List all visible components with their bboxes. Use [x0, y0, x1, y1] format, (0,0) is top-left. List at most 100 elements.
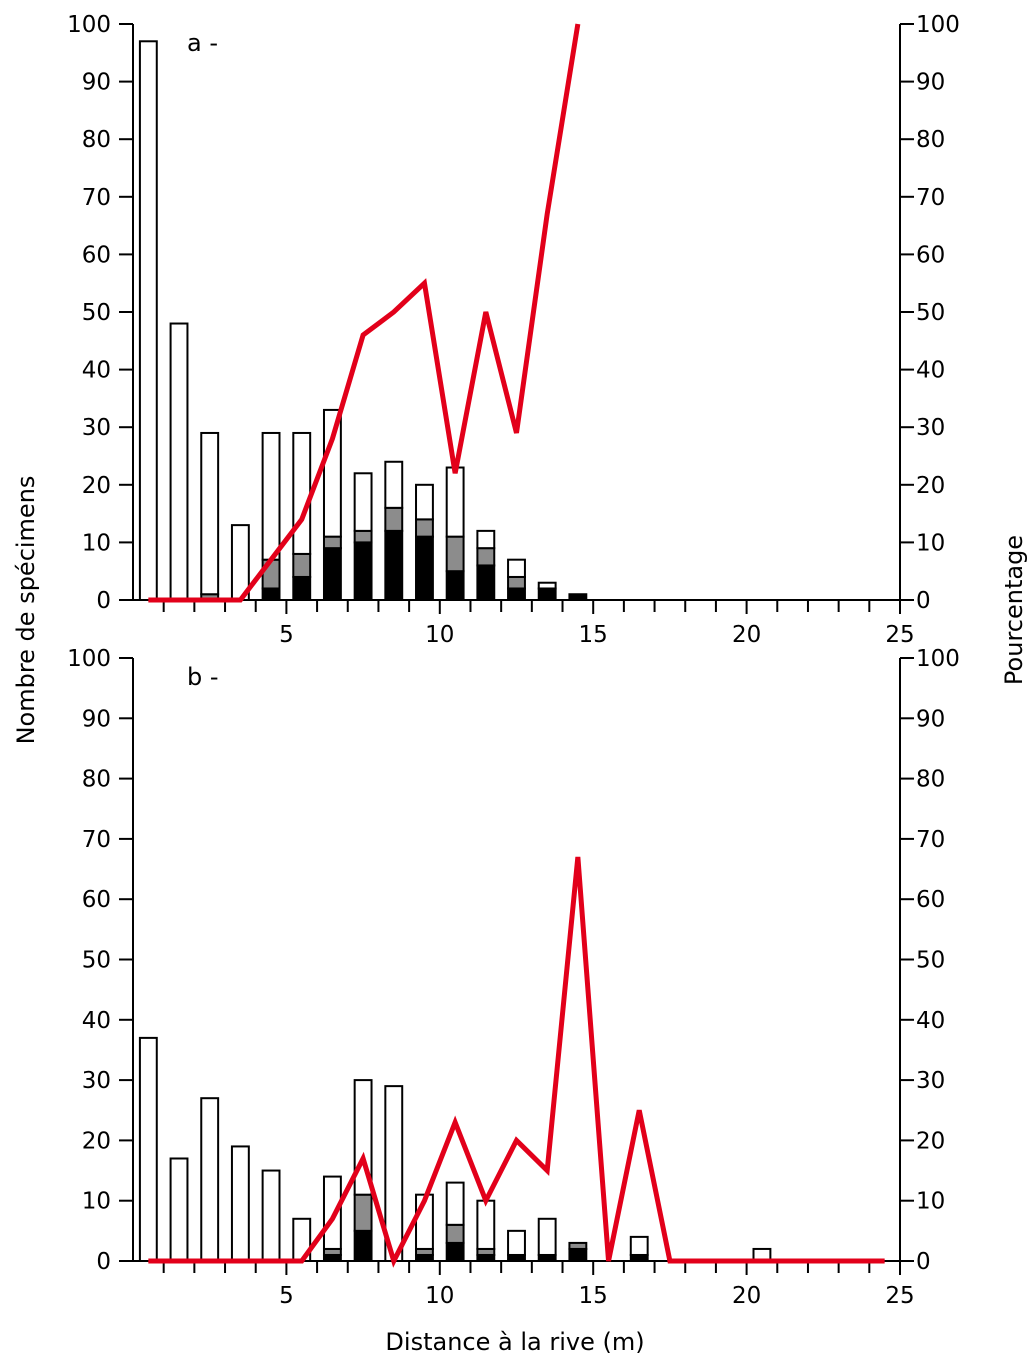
x-tick-label-10: 10 [425, 1283, 454, 1309]
bar-white-13 [507, 1229, 526, 1256]
x-axis-title: Distance à la rive (m) [385, 1328, 644, 1356]
y-tick-label-right-70: 70 [916, 185, 945, 211]
bar-white-5 [261, 431, 281, 561]
y-tick-label-left-70: 70 [82, 185, 111, 211]
bar-black-6 [292, 575, 312, 602]
y-tick-label-left-70: 70 [82, 827, 111, 853]
y-tick-label-left-30: 30 [82, 415, 111, 441]
bar-white-9 [384, 460, 404, 509]
y-axis-title-right: Pourcentage [1000, 535, 1028, 685]
y-tick-label-right-10: 10 [916, 1189, 945, 1215]
y-tick-label-left-80: 80 [82, 767, 111, 793]
bar-gray-7 [322, 535, 342, 550]
y-tick-label-left-90: 90 [82, 70, 111, 96]
bar-white-3 [200, 431, 220, 596]
bar-white-12 [476, 1199, 496, 1250]
y-tick-label-right-40: 40 [916, 1008, 945, 1034]
y-tick-label-left-50: 50 [82, 300, 111, 326]
panel-b: 0 0 10 10 20 20 30 30 40 40 50 50 60 60 70 70 80 80 90 90 10… [67, 646, 960, 1309]
y-axis-title-left: Nombre de spécimens [12, 476, 40, 745]
y-tick-label-right-30: 30 [916, 1068, 945, 1094]
x-tick-label-15: 15 [579, 622, 608, 648]
bar-white-3 [200, 1097, 220, 1262]
bar-black-11 [445, 570, 465, 602]
bar-white-14 [537, 1217, 557, 1256]
y-tick-label-right-80: 80 [916, 767, 945, 793]
bar-black-12 [476, 564, 496, 602]
bar-white-13 [507, 558, 526, 578]
y-tick-label-left-0: 0 [96, 588, 111, 614]
x-tick-label-20: 20 [732, 622, 761, 648]
y-tick-label-left-60: 60 [82, 242, 111, 268]
y-tick-label-left-0: 0 [96, 1249, 111, 1275]
y-tick-label-right-50: 50 [916, 300, 945, 326]
bar-white-7 [322, 408, 342, 538]
y-tick-label-left-60: 60 [82, 887, 111, 913]
y-tick-label-left-80: 80 [82, 127, 111, 153]
panel-label: b - [187, 663, 219, 691]
y-tick-label-right-60: 60 [916, 242, 945, 268]
bar-white-12 [476, 529, 496, 550]
bar-gray-9 [384, 506, 404, 532]
y-tick-label-left-20: 20 [82, 1128, 111, 1154]
y-tick-label-right-100: 100 [916, 12, 960, 38]
x-tick-label-5: 5 [279, 1283, 294, 1309]
x-tick-label-10: 10 [425, 622, 454, 648]
panel-a: 0 0 10 10 20 20 30 30 40 40 50 50 60 60 70 70 80 80 90 90 10… [67, 12, 960, 648]
bar-white-6 [292, 431, 312, 555]
bar-black-14 [537, 587, 557, 601]
bar-black-9 [384, 529, 404, 602]
x-tick-label-15: 15 [579, 1283, 608, 1309]
bar-black-7 [322, 547, 342, 601]
bar-gray-15 [568, 1241, 588, 1250]
y-tick-label-left-10: 10 [82, 1189, 111, 1215]
y-tick-label-right-20: 20 [916, 473, 945, 499]
y-tick-label-right-80: 80 [916, 127, 945, 153]
bar-black-8 [353, 541, 373, 602]
y-tick-label-left-40: 40 [82, 1008, 111, 1034]
bar-black-13 [507, 587, 526, 601]
y-tick-label-left-50: 50 [82, 948, 111, 974]
percentage-line [148, 856, 885, 1268]
bar-gray-11 [445, 1223, 465, 1244]
y-tick-label-right-0: 0 [916, 1249, 931, 1275]
x-tick-label-5: 5 [279, 622, 294, 648]
bar-gray-12 [476, 547, 496, 567]
x-tick-label-20: 20 [732, 1283, 761, 1309]
bar-white-8 [353, 472, 373, 532]
bar-white-2 [169, 1157, 189, 1262]
bar-black-15 [568, 1247, 588, 1262]
bar-gray-10 [415, 518, 434, 538]
bar-gray-6 [292, 552, 312, 578]
y-tick-label-left-100: 100 [67, 12, 111, 38]
y-tick-label-left-40: 40 [82, 358, 111, 384]
bar-gray-8 [353, 1193, 373, 1232]
y-tick-label-right-40: 40 [916, 358, 945, 384]
bar-white-1 [138, 40, 158, 601]
y-tick-label-left-10: 10 [82, 530, 111, 556]
y-tick-label-left-20: 20 [82, 473, 111, 499]
bar-black-11 [445, 1241, 465, 1263]
y-tick-label-right-90: 90 [916, 70, 945, 96]
y-tick-label-right-90: 90 [916, 706, 945, 732]
panel-label: a - [187, 29, 218, 57]
bar-white-4 [230, 1145, 250, 1263]
bar-white-5 [261, 1169, 281, 1263]
y-tick-label-right-60: 60 [916, 887, 945, 913]
y-tick-label-right-50: 50 [916, 948, 945, 974]
bar-white-1 [138, 1036, 158, 1263]
bar-white-11 [445, 466, 465, 538]
bar-gray-11 [445, 535, 465, 573]
bar-gray-8 [353, 529, 373, 544]
bar-white-10 [415, 483, 434, 521]
y-tick-label-right-10: 10 [916, 530, 945, 556]
bar-white-7 [322, 1175, 342, 1250]
y-tick-label-left-30: 30 [82, 1068, 111, 1094]
y-tick-label-left-100: 100 [67, 646, 111, 672]
bar-white-2 [169, 322, 189, 601]
bar-black-10 [415, 535, 434, 602]
y-tick-label-right-20: 20 [916, 1128, 945, 1154]
y-tick-label-left-90: 90 [82, 706, 111, 732]
x-tick-label-25: 25 [885, 622, 914, 648]
